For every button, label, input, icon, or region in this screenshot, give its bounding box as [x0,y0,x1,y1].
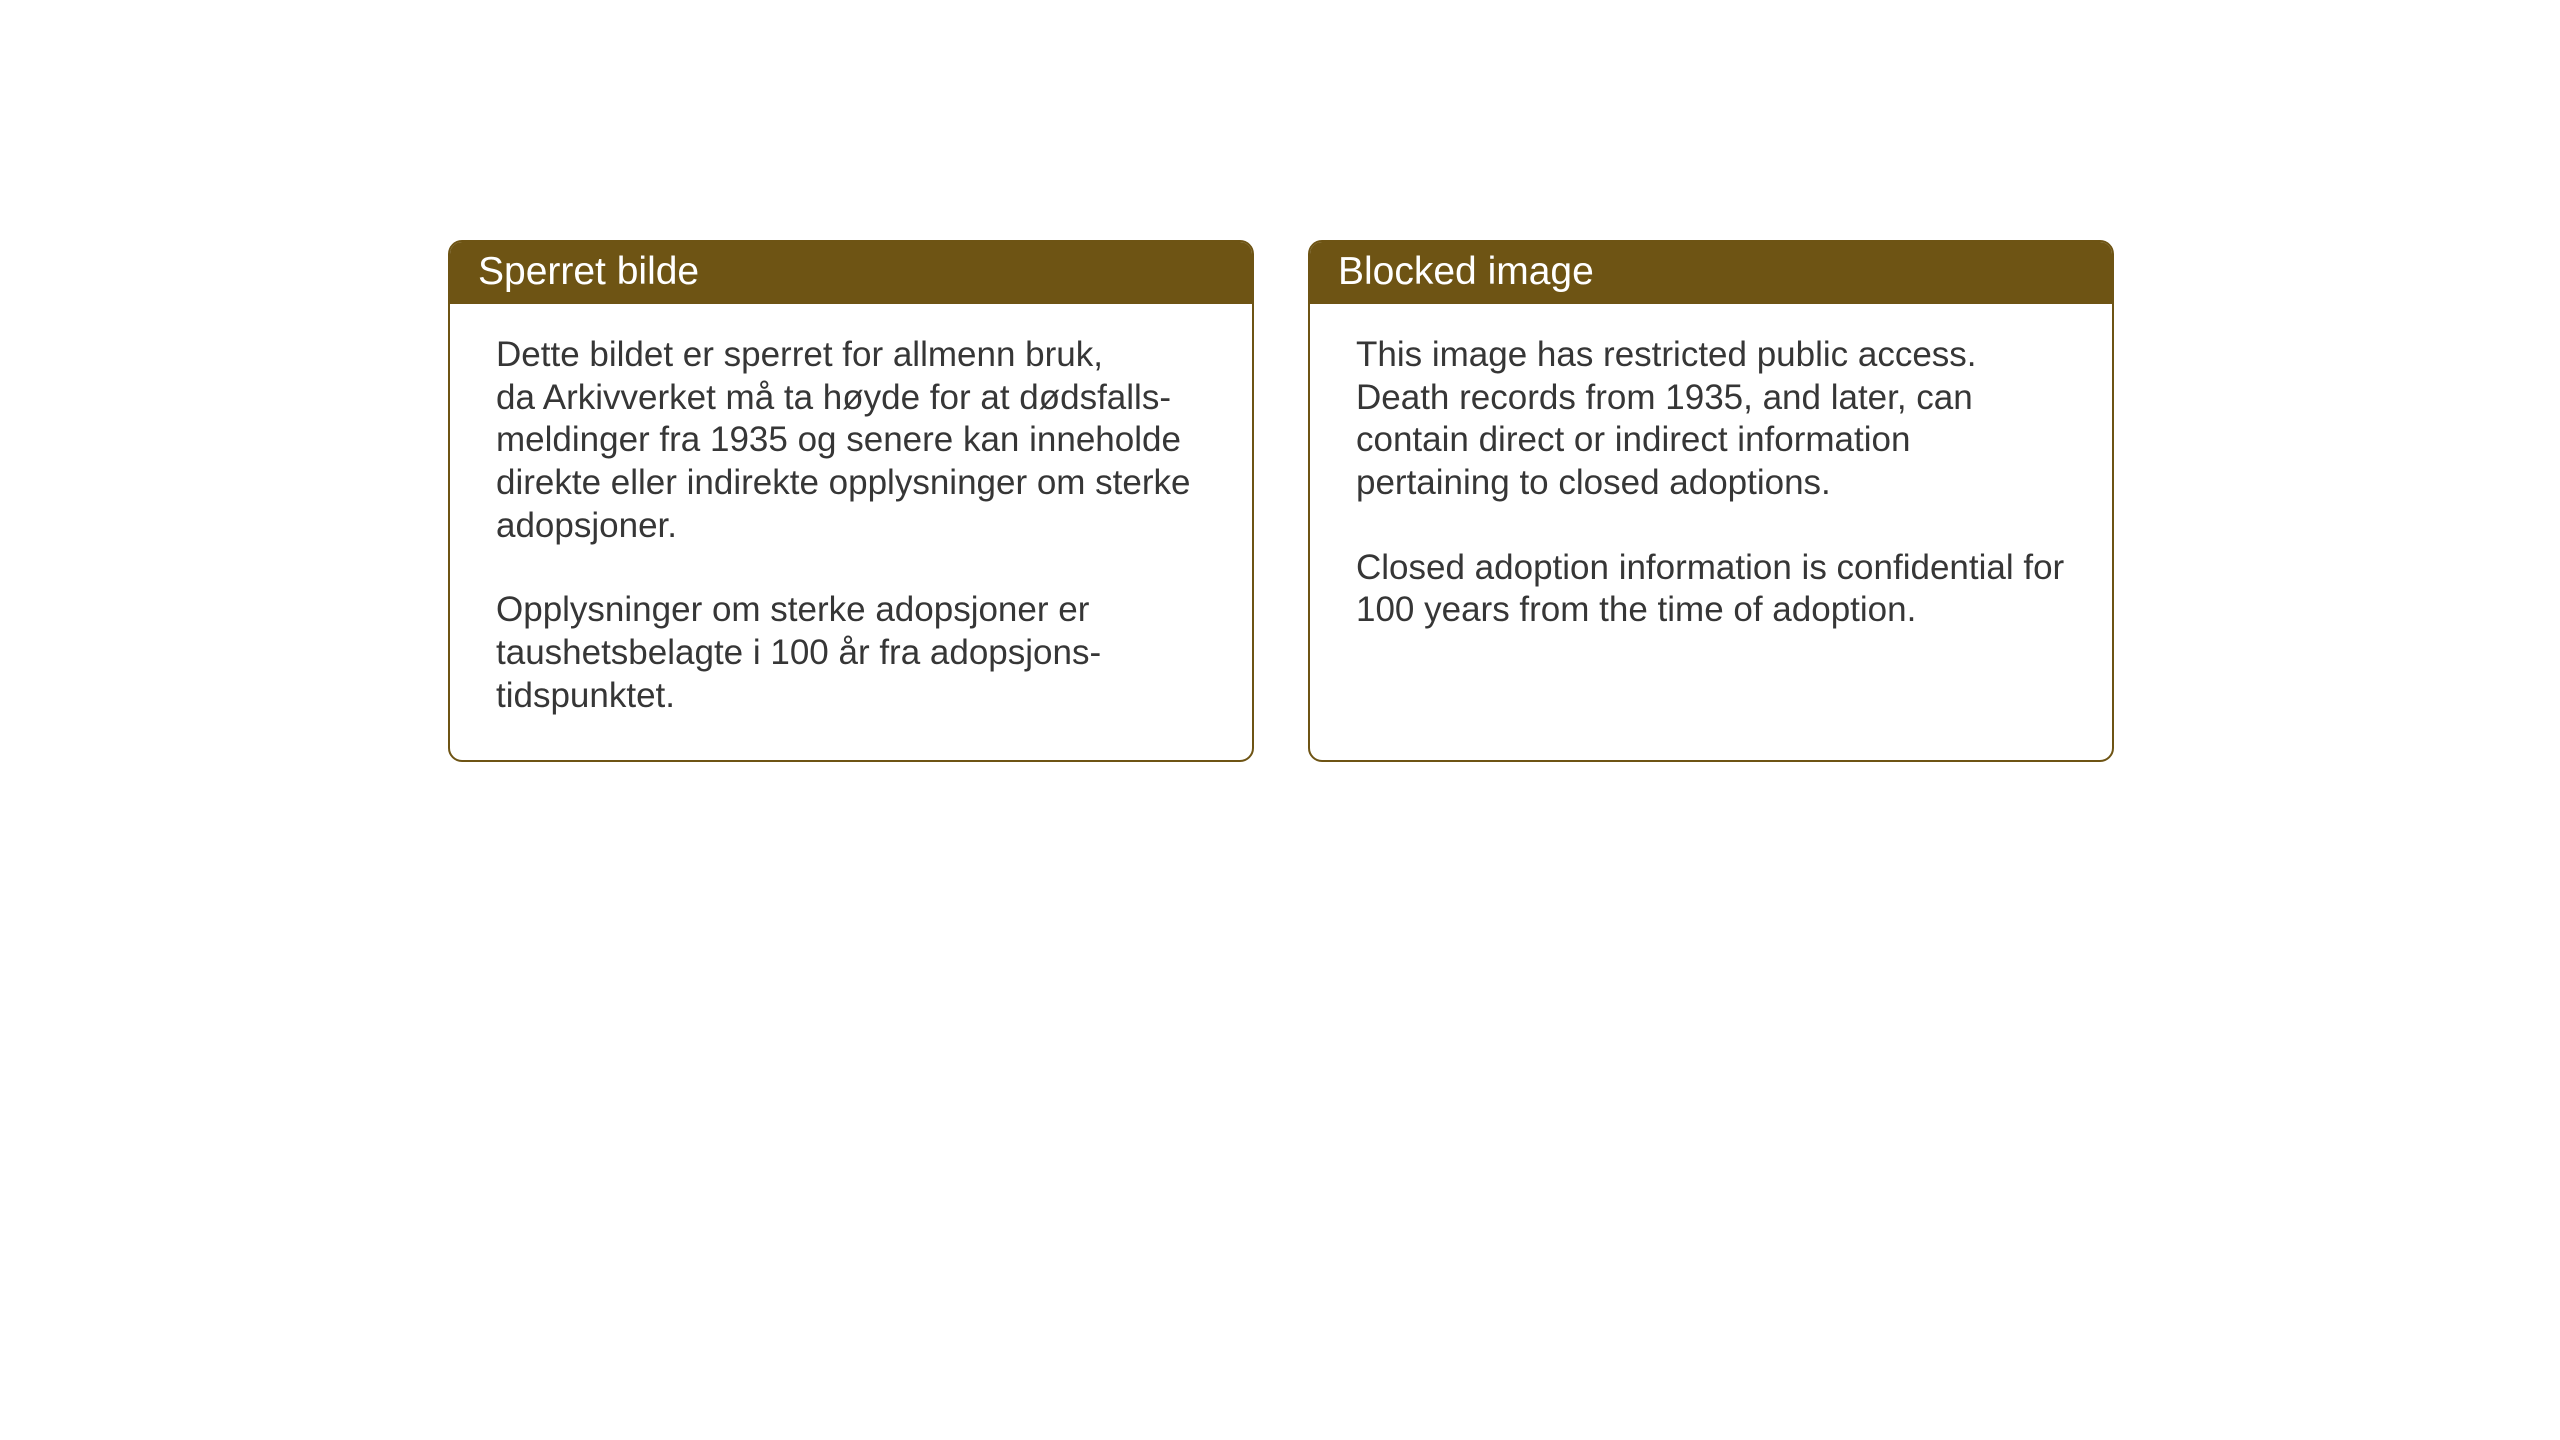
card-title-english: Blocked image [1338,250,1594,293]
card-header-norwegian: Sperret bilde [450,242,1252,304]
card-norwegian: Sperret bilde Dette bildet er sperret fo… [448,240,1254,762]
card-english: Blocked image This image has restricted … [1308,240,2114,762]
card-title-norwegian: Sperret bilde [478,250,699,293]
card-paragraph-1-english: This image has restricted public access.… [1356,334,2066,505]
card-body-english: This image has restricted public access.… [1310,304,2112,674]
card-body-norwegian: Dette bildet er sperret for allmenn bruk… [450,304,1252,760]
card-header-english: Blocked image [1310,242,2112,304]
card-paragraph-2-english: Closed adoption information is confident… [1356,547,2066,632]
card-paragraph-2-norwegian: Opplysninger om sterke adopsjoner er tau… [496,589,1206,717]
cards-container: Sperret bilde Dette bildet er sperret fo… [0,0,2560,762]
card-paragraph-1-norwegian: Dette bildet er sperret for allmenn bruk… [496,334,1206,547]
